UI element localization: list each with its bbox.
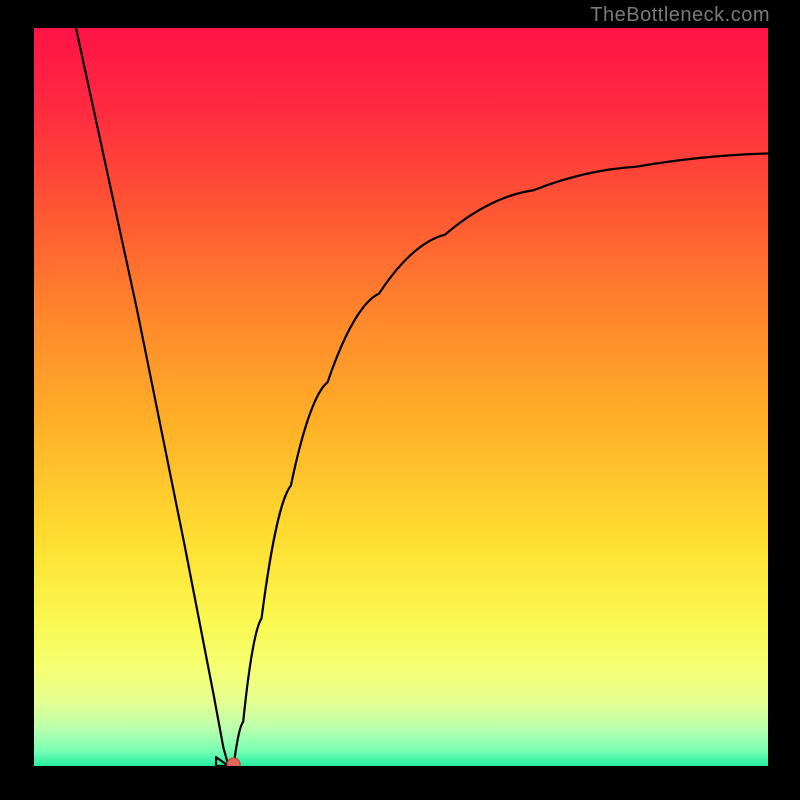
watermark-text: TheBottleneck.com — [590, 4, 770, 27]
chart-container: TheBottleneck.com — [0, 0, 800, 800]
gradient-background — [34, 28, 768, 766]
